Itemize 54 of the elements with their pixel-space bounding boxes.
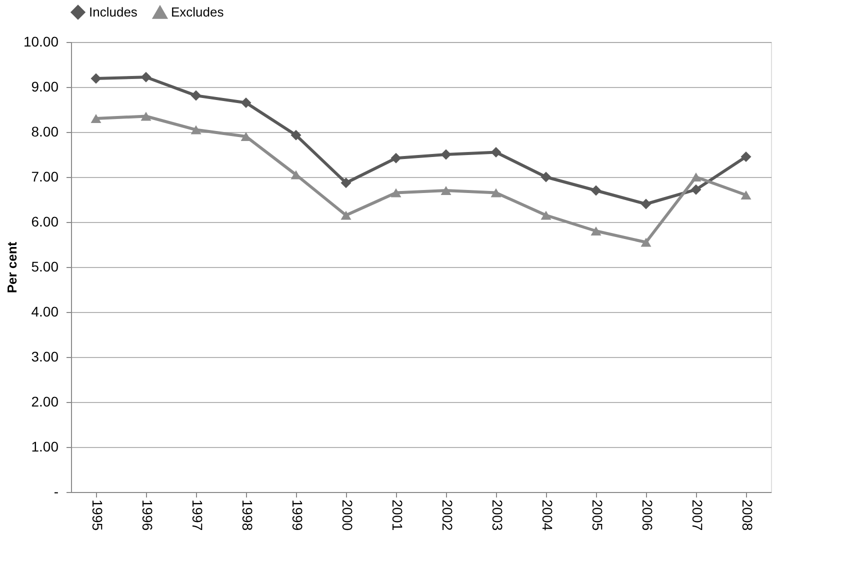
point (740, 152, 752, 162)
point (440, 186, 452, 196)
y-tick-label: 1.00 (31, 438, 59, 454)
y-tick-label: 3.00 (31, 348, 59, 364)
x-tick-label: 1998 (240, 500, 256, 531)
point (440, 149, 452, 160)
x-tick-label: 1999 (290, 500, 306, 531)
y-tick-label: 8.00 (31, 124, 59, 140)
y-tick-label: 4.00 (31, 304, 59, 320)
point (140, 112, 152, 121)
x-tick-label: 2007 (690, 500, 706, 531)
y-tick-label: 2.00 (31, 394, 59, 410)
point (590, 185, 602, 196)
legend-label: Excludes (171, 4, 224, 20)
point (690, 184, 702, 195)
point (390, 188, 402, 198)
point (690, 172, 702, 182)
legend-label: Includes (89, 4, 138, 20)
point (340, 210, 352, 220)
x-tick-label: 2002 (440, 500, 456, 531)
point (340, 178, 352, 188)
y-tick-label: 9.00 (31, 78, 59, 94)
x-tick-label: 2008 (740, 500, 756, 531)
point (540, 172, 552, 182)
point (540, 210, 552, 220)
y-tick-label: 7.00 (31, 168, 59, 184)
point (190, 125, 202, 134)
x-tick-label: 1996 (140, 500, 156, 531)
x-tick-label: 2003 (490, 500, 506, 531)
y-tick-label: 10.00 (23, 34, 59, 50)
y-tick-label: 6.00 (31, 214, 59, 230)
x-tick-label: 2004 (540, 500, 556, 531)
point (290, 130, 302, 140)
point (640, 238, 652, 247)
x-tick-label: 2005 (590, 500, 606, 531)
point (590, 226, 602, 236)
point (190, 90, 202, 101)
y-tick-label: 5.00 (31, 258, 59, 274)
x-tick-label: 1997 (190, 500, 206, 531)
point (640, 198, 652, 210)
point (740, 190, 752, 200)
y-tick-label: - (54, 484, 59, 500)
x-tick-label: 2001 (390, 500, 406, 531)
point (90, 114, 102, 124)
x-tick-label: 2000 (340, 500, 356, 531)
point (390, 152, 402, 164)
y-axis-title: Per cent (4, 241, 20, 294)
x-tick-label: 1995 (90, 500, 106, 531)
point (90, 73, 102, 84)
point (490, 188, 502, 198)
x-tick-label: 2006 (640, 500, 656, 531)
point (140, 72, 152, 82)
point (490, 147, 502, 158)
point (240, 98, 252, 108)
